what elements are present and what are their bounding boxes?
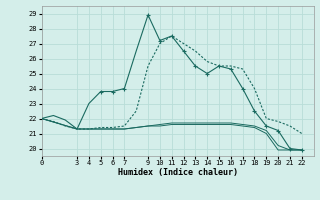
X-axis label: Humidex (Indice chaleur): Humidex (Indice chaleur) bbox=[118, 168, 237, 177]
